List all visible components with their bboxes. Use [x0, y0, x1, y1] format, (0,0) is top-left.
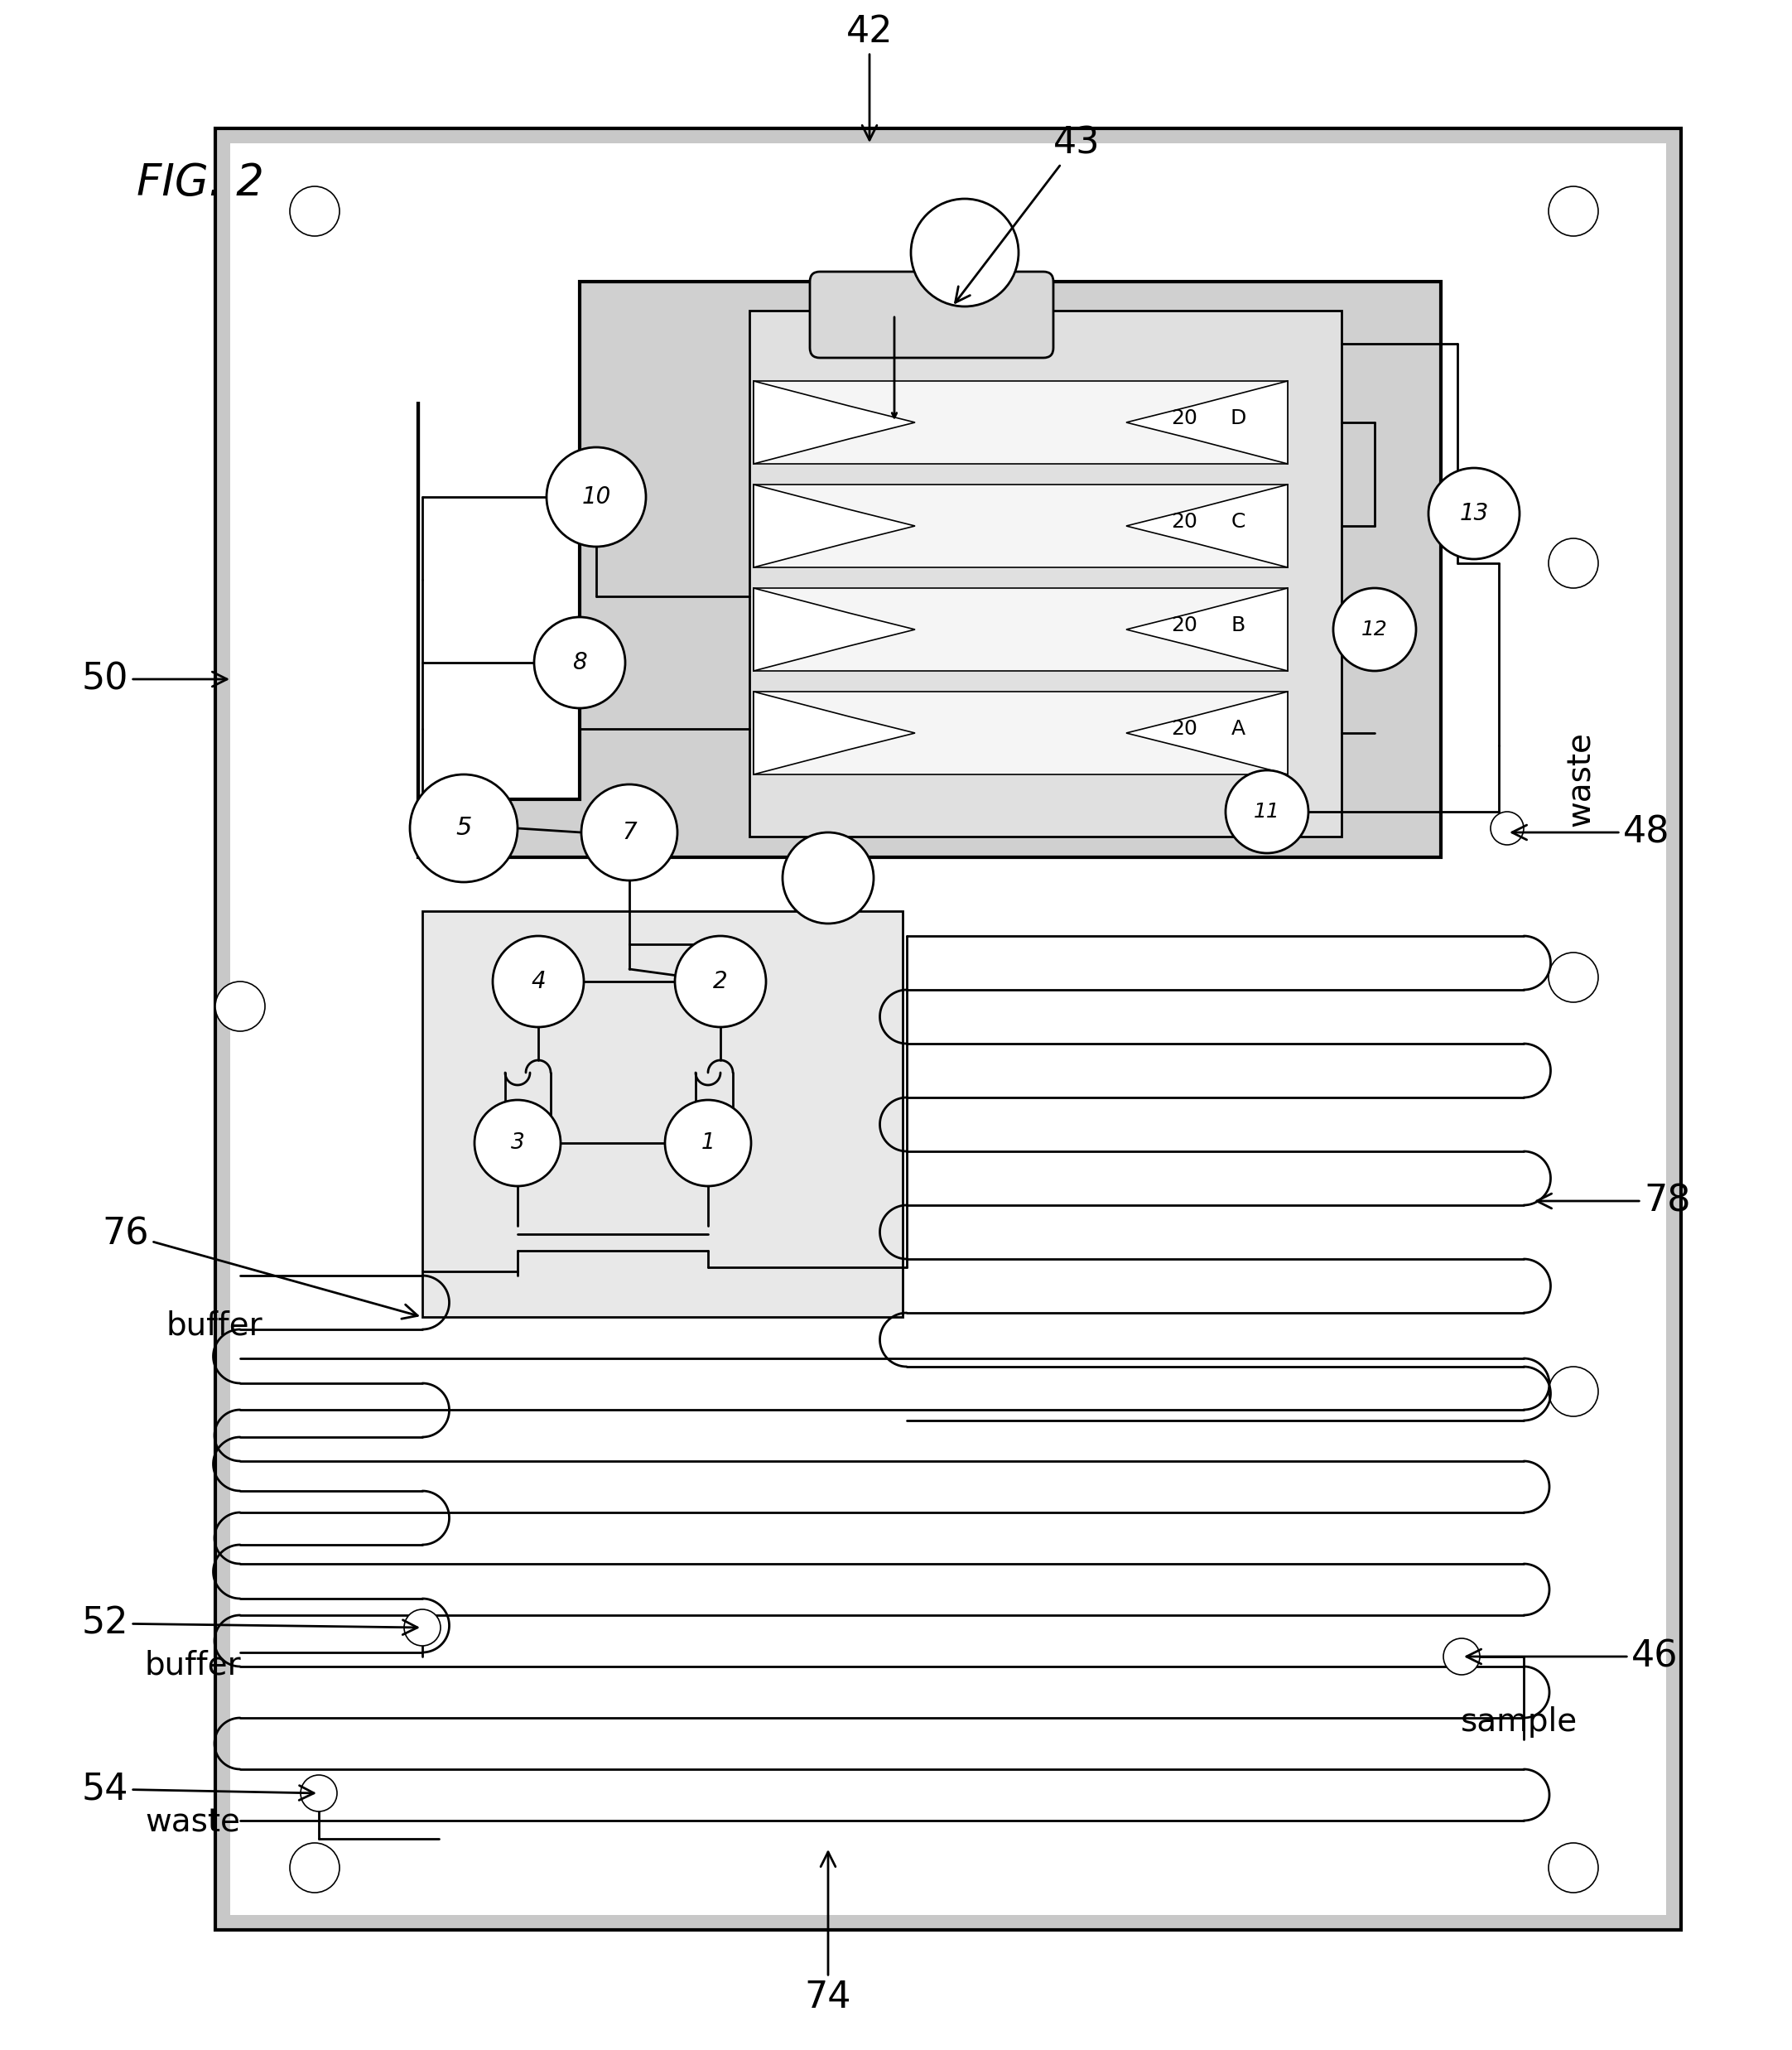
Text: 48: 48	[1512, 814, 1670, 851]
Text: 8: 8	[572, 652, 588, 674]
Circle shape	[1548, 953, 1598, 1002]
Polygon shape	[754, 381, 916, 463]
Text: 11: 11	[1254, 802, 1279, 822]
Circle shape	[1491, 812, 1523, 845]
Text: 46: 46	[1466, 1638, 1677, 1675]
Circle shape	[581, 785, 677, 879]
Bar	[754, 484, 1288, 568]
Text: 20: 20	[1170, 720, 1197, 738]
Text: A: A	[1231, 720, 1245, 738]
Bar	[423, 910, 903, 1316]
Circle shape	[410, 775, 518, 882]
Circle shape	[1333, 588, 1416, 670]
Text: waste: waste	[1564, 732, 1597, 826]
Circle shape	[475, 1101, 561, 1187]
Circle shape	[1226, 771, 1308, 853]
Circle shape	[301, 1775, 337, 1812]
Text: C: C	[1231, 512, 1245, 531]
Circle shape	[215, 982, 265, 1031]
Polygon shape	[754, 691, 916, 775]
Text: 13: 13	[1459, 502, 1489, 525]
Text: waste: waste	[145, 1806, 240, 1839]
Circle shape	[534, 617, 625, 707]
Text: buffer: buffer	[165, 1310, 262, 1341]
Text: 43: 43	[955, 125, 1100, 303]
Text: 10: 10	[582, 486, 611, 508]
Text: 3: 3	[511, 1132, 525, 1154]
Text: 20: 20	[1170, 615, 1197, 636]
Bar	[215, 129, 1681, 1929]
Circle shape	[1428, 467, 1520, 560]
Circle shape	[910, 199, 1018, 305]
Bar	[749, 312, 1342, 836]
Text: 74: 74	[805, 1851, 851, 2015]
Text: sample: sample	[1460, 1706, 1579, 1738]
Text: buffer: buffer	[145, 1648, 242, 1681]
Circle shape	[676, 937, 765, 1027]
Bar	[754, 691, 1288, 775]
Circle shape	[290, 1843, 339, 1892]
Circle shape	[290, 187, 339, 236]
Text: 52: 52	[81, 1605, 418, 1642]
Text: 5: 5	[455, 816, 471, 840]
Circle shape	[1548, 1367, 1598, 1417]
Bar	[754, 588, 1288, 670]
Polygon shape	[754, 484, 916, 568]
Circle shape	[1548, 1843, 1598, 1892]
Text: 20: 20	[1170, 408, 1197, 428]
Text: 12: 12	[1362, 619, 1387, 640]
FancyBboxPatch shape	[810, 273, 1054, 359]
Polygon shape	[1125, 381, 1288, 463]
Text: 54: 54	[82, 1771, 314, 1806]
Text: 76: 76	[102, 1216, 418, 1318]
Text: 2: 2	[713, 970, 728, 992]
Bar	[229, 144, 1667, 1915]
Polygon shape	[1125, 691, 1288, 775]
Polygon shape	[418, 281, 1441, 857]
Text: B: B	[1231, 615, 1245, 636]
Text: 20: 20	[1170, 512, 1197, 531]
Circle shape	[1443, 1638, 1480, 1675]
Circle shape	[405, 1609, 441, 1646]
Circle shape	[783, 832, 874, 925]
Text: 78: 78	[1538, 1183, 1690, 1220]
Circle shape	[1548, 187, 1598, 236]
Text: 4: 4	[530, 970, 545, 992]
Polygon shape	[1125, 484, 1288, 568]
Text: FIG. 2: FIG. 2	[136, 162, 263, 205]
Text: 7: 7	[622, 820, 636, 845]
Bar	[754, 381, 1288, 463]
Circle shape	[665, 1101, 751, 1187]
Polygon shape	[754, 588, 916, 670]
Polygon shape	[1125, 588, 1288, 670]
Circle shape	[493, 937, 584, 1027]
Circle shape	[547, 447, 645, 547]
Text: D: D	[1229, 408, 1245, 428]
Circle shape	[1548, 539, 1598, 588]
Text: 50: 50	[82, 662, 228, 697]
Text: 42: 42	[846, 14, 892, 139]
Text: 1: 1	[701, 1132, 715, 1154]
